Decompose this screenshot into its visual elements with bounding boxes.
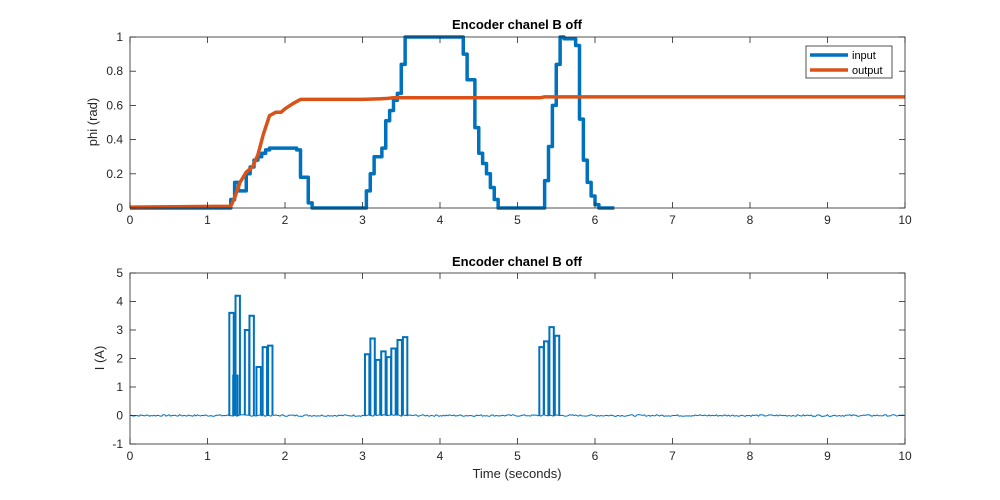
bottom-x-tick-label: 6 (592, 449, 599, 463)
current-pulse (401, 336, 409, 416)
top-x-tick-label: 3 (359, 213, 366, 227)
top-x-tick-label: 6 (592, 213, 599, 227)
bottom-y-tick-label: 0 (116, 409, 123, 423)
top-y-tick-label: 0 (116, 201, 123, 215)
bottom-axes: 0 1 2 3 4 5 6 7 8 9 10 -1 0 1 2 3 4 5 Encoder chanel B of… (92, 254, 912, 481)
current-pulse (380, 350, 387, 416)
bottom-x-axis-label: Time (seconds) (472, 466, 561, 481)
bottom-plot-area (130, 273, 905, 444)
series-line-output (129, 95, 905, 209)
bottom-y-tick-label: 5 (116, 266, 123, 280)
bottom-plot-title: Encoder chanel B off (452, 254, 583, 269)
top-x-tick-label: 2 (282, 213, 289, 227)
current-pulse (234, 294, 241, 416)
top-y-axis-label: phi (rad) (85, 98, 100, 146)
bottom-y-tick-label: 4 (116, 295, 123, 309)
top-x-tick-label: 5 (514, 213, 521, 227)
current-pulse (548, 326, 555, 416)
current-pulse (228, 311, 235, 416)
top-ticks-layer: 0 1 2 3 4 5 6 7 8 9 10 0 0.2 0.4 0.6 0.8 1 (106, 30, 912, 227)
legend-label-output: output (852, 65, 883, 77)
current-pulse (261, 346, 269, 416)
current-pulse (248, 314, 255, 416)
bottom-y-tick-label: 3 (116, 323, 123, 337)
bottom-x-tick-label: 4 (437, 449, 444, 463)
top-x-tick-label: 10 (898, 213, 912, 227)
top-x-tick-label: 8 (747, 213, 754, 227)
current-pulse (396, 338, 403, 416)
legend: input output (805, 45, 893, 79)
current-pulse (267, 344, 274, 416)
bottom-y-tick-label: -1 (112, 437, 123, 451)
bottom-y-tick-label: 2 (116, 352, 123, 366)
bottom-x-tick-label: 10 (898, 449, 912, 463)
top-axes: 0 1 2 3 4 5 6 7 8 9 10 0 0.2 0.4 0.6 0.8 1 Encoder chane… (85, 17, 912, 227)
bottom-y-tick-label: 1 (116, 380, 123, 394)
top-y-tick-label: 0.6 (106, 98, 123, 112)
legend-box (805, 45, 893, 79)
bottom-x-tick-label: 0 (127, 449, 134, 463)
current-pulse (255, 366, 262, 416)
bottom-x-tick-label: 9 (824, 449, 831, 463)
top-y-tick-label: 1 (116, 30, 123, 44)
bottom-x-tick-label: 8 (747, 449, 754, 463)
current-baseline-line (129, 413, 905, 417)
top-x-tick-label: 1 (204, 213, 211, 227)
top-x-tick-label: 4 (437, 213, 444, 227)
top-plot-title: Encoder chanel B off (452, 17, 583, 32)
top-x-tick-label: 9 (824, 213, 831, 227)
bottom-x-tick-label: 7 (669, 449, 676, 463)
top-x-tick-label: 7 (669, 213, 676, 227)
bottom-x-tick-label: 3 (359, 449, 366, 463)
bottom-x-tick-label: 5 (514, 449, 521, 463)
bottom-ticks-layer: 0 1 2 3 4 5 6 7 8 9 10 -1 0 1 2 3 4 5 (112, 266, 912, 463)
legend-label-input: input (852, 50, 876, 62)
bottom-y-axis-label: I (A) (92, 346, 107, 371)
bottom-series-layer (129, 294, 905, 417)
current-pulse (553, 334, 561, 416)
current-pulse (542, 340, 550, 416)
current-pulse (374, 358, 382, 416)
top-y-tick-label: 0.4 (106, 133, 123, 147)
bottom-x-tick-label: 2 (282, 449, 289, 463)
top-y-tick-label: 0.8 (106, 64, 123, 78)
bottom-x-tick-label: 1 (204, 449, 211, 463)
top-plot-area (130, 37, 905, 208)
current-pulse (363, 353, 371, 416)
top-y-tick-label: 0.2 (106, 167, 123, 181)
top-x-tick-label: 0 (127, 213, 134, 227)
current-pulse (390, 347, 397, 416)
current-pulse (369, 337, 376, 416)
